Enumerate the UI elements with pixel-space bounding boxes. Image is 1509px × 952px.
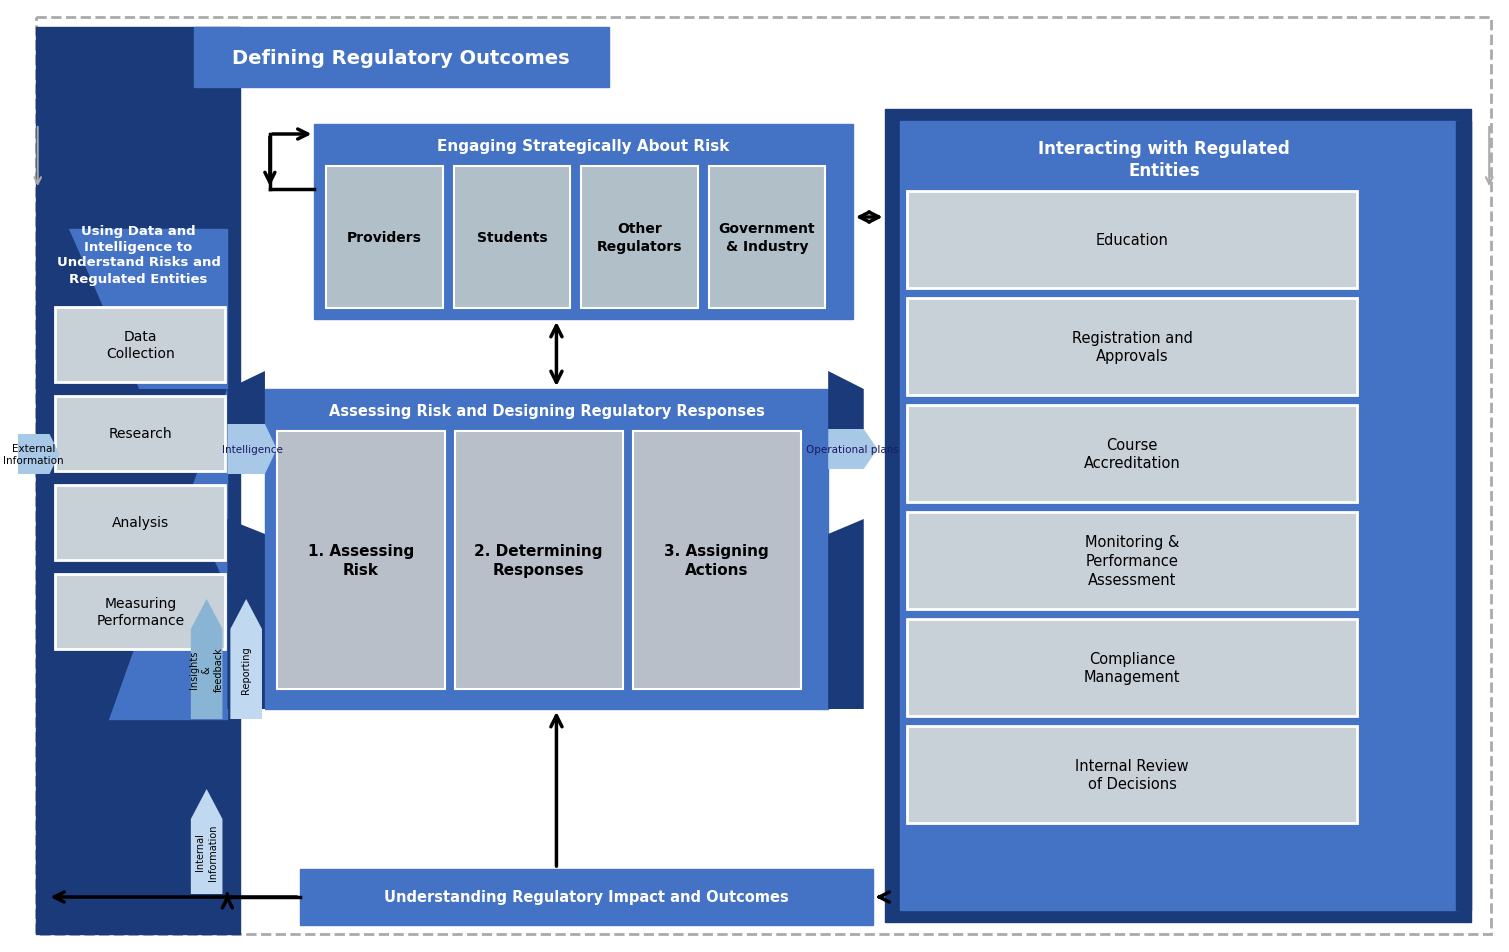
Polygon shape — [228, 425, 276, 474]
Polygon shape — [828, 429, 878, 469]
Text: Interacting with Regulated
Entities: Interacting with Regulated Entities — [1038, 140, 1290, 180]
Text: Research: Research — [109, 427, 172, 441]
Text: External
Information: External Information — [3, 444, 63, 466]
Text: 3. Assigning
Actions: 3. Assigning Actions — [664, 544, 770, 577]
Text: Insights
&
feedback: Insights & feedback — [189, 647, 223, 692]
FancyBboxPatch shape — [56, 307, 225, 383]
Text: Measuring
Performance: Measuring Performance — [97, 596, 184, 627]
Text: Analysis: Analysis — [112, 516, 169, 530]
FancyBboxPatch shape — [907, 726, 1357, 823]
Polygon shape — [36, 155, 228, 589]
FancyBboxPatch shape — [454, 431, 623, 689]
Text: Education: Education — [1096, 232, 1168, 248]
FancyBboxPatch shape — [581, 167, 697, 308]
FancyBboxPatch shape — [50, 229, 228, 720]
Text: Course
Accreditation: Course Accreditation — [1083, 437, 1180, 471]
Text: Engaging Strategically About Risk: Engaging Strategically About Risk — [438, 139, 730, 154]
Text: Defining Regulatory Outcomes: Defining Regulatory Outcomes — [232, 49, 570, 68]
FancyBboxPatch shape — [1456, 122, 1471, 910]
Polygon shape — [190, 600, 222, 720]
Text: Assessing Risk and Designing Regulatory Responses: Assessing Risk and Designing Regulatory … — [329, 404, 765, 419]
Polygon shape — [228, 520, 266, 709]
Text: Using Data and
Intelligence to
Understand Risks and
Regulated Entities: Using Data and Intelligence to Understan… — [56, 225, 220, 286]
Polygon shape — [36, 389, 228, 924]
Text: Compliance
Management: Compliance Management — [1083, 651, 1180, 684]
Polygon shape — [231, 600, 263, 720]
FancyBboxPatch shape — [886, 109, 1471, 922]
Text: 1. Assessing
Risk: 1. Assessing Risk — [308, 544, 413, 577]
Text: Internal Review
of Decisions: Internal Review of Decisions — [1076, 758, 1189, 791]
FancyBboxPatch shape — [314, 125, 853, 320]
FancyBboxPatch shape — [709, 167, 825, 308]
FancyBboxPatch shape — [276, 431, 445, 689]
Polygon shape — [828, 520, 863, 709]
FancyBboxPatch shape — [907, 512, 1357, 609]
FancyBboxPatch shape — [907, 406, 1357, 503]
Text: Data
Collection: Data Collection — [106, 329, 175, 361]
FancyBboxPatch shape — [56, 574, 225, 649]
FancyBboxPatch shape — [193, 28, 608, 88]
Text: Understanding Regulatory Impact and Outcomes: Understanding Regulatory Impact and Outc… — [383, 889, 789, 904]
Polygon shape — [18, 434, 59, 474]
Text: 2. Determining
Responses: 2. Determining Responses — [474, 544, 604, 577]
FancyBboxPatch shape — [907, 620, 1357, 716]
Polygon shape — [190, 789, 222, 894]
FancyBboxPatch shape — [266, 389, 828, 709]
Text: Other
Regulators: Other Regulators — [596, 222, 682, 253]
Text: Internal
Information: Internal Information — [196, 823, 217, 880]
Text: Registration and
Approvals: Registration and Approvals — [1071, 330, 1192, 364]
FancyBboxPatch shape — [907, 299, 1357, 396]
FancyBboxPatch shape — [632, 431, 800, 689]
FancyBboxPatch shape — [36, 28, 240, 934]
FancyBboxPatch shape — [56, 486, 225, 561]
Text: Providers: Providers — [347, 230, 423, 245]
Polygon shape — [228, 371, 266, 454]
FancyBboxPatch shape — [901, 122, 1459, 910]
FancyBboxPatch shape — [454, 167, 570, 308]
FancyBboxPatch shape — [326, 167, 442, 308]
Text: Reporting: Reporting — [241, 645, 250, 693]
Text: Monitoring &
Performance
Assessment: Monitoring & Performance Assessment — [1085, 535, 1179, 587]
Text: Government
& Industry: Government & Industry — [718, 222, 815, 253]
Text: Operational plans: Operational plans — [806, 445, 899, 454]
FancyBboxPatch shape — [907, 191, 1357, 288]
FancyBboxPatch shape — [56, 397, 225, 471]
FancyBboxPatch shape — [299, 869, 872, 925]
Text: Students: Students — [477, 230, 548, 245]
Text: Intelligence: Intelligence — [222, 445, 282, 454]
Polygon shape — [828, 371, 863, 454]
